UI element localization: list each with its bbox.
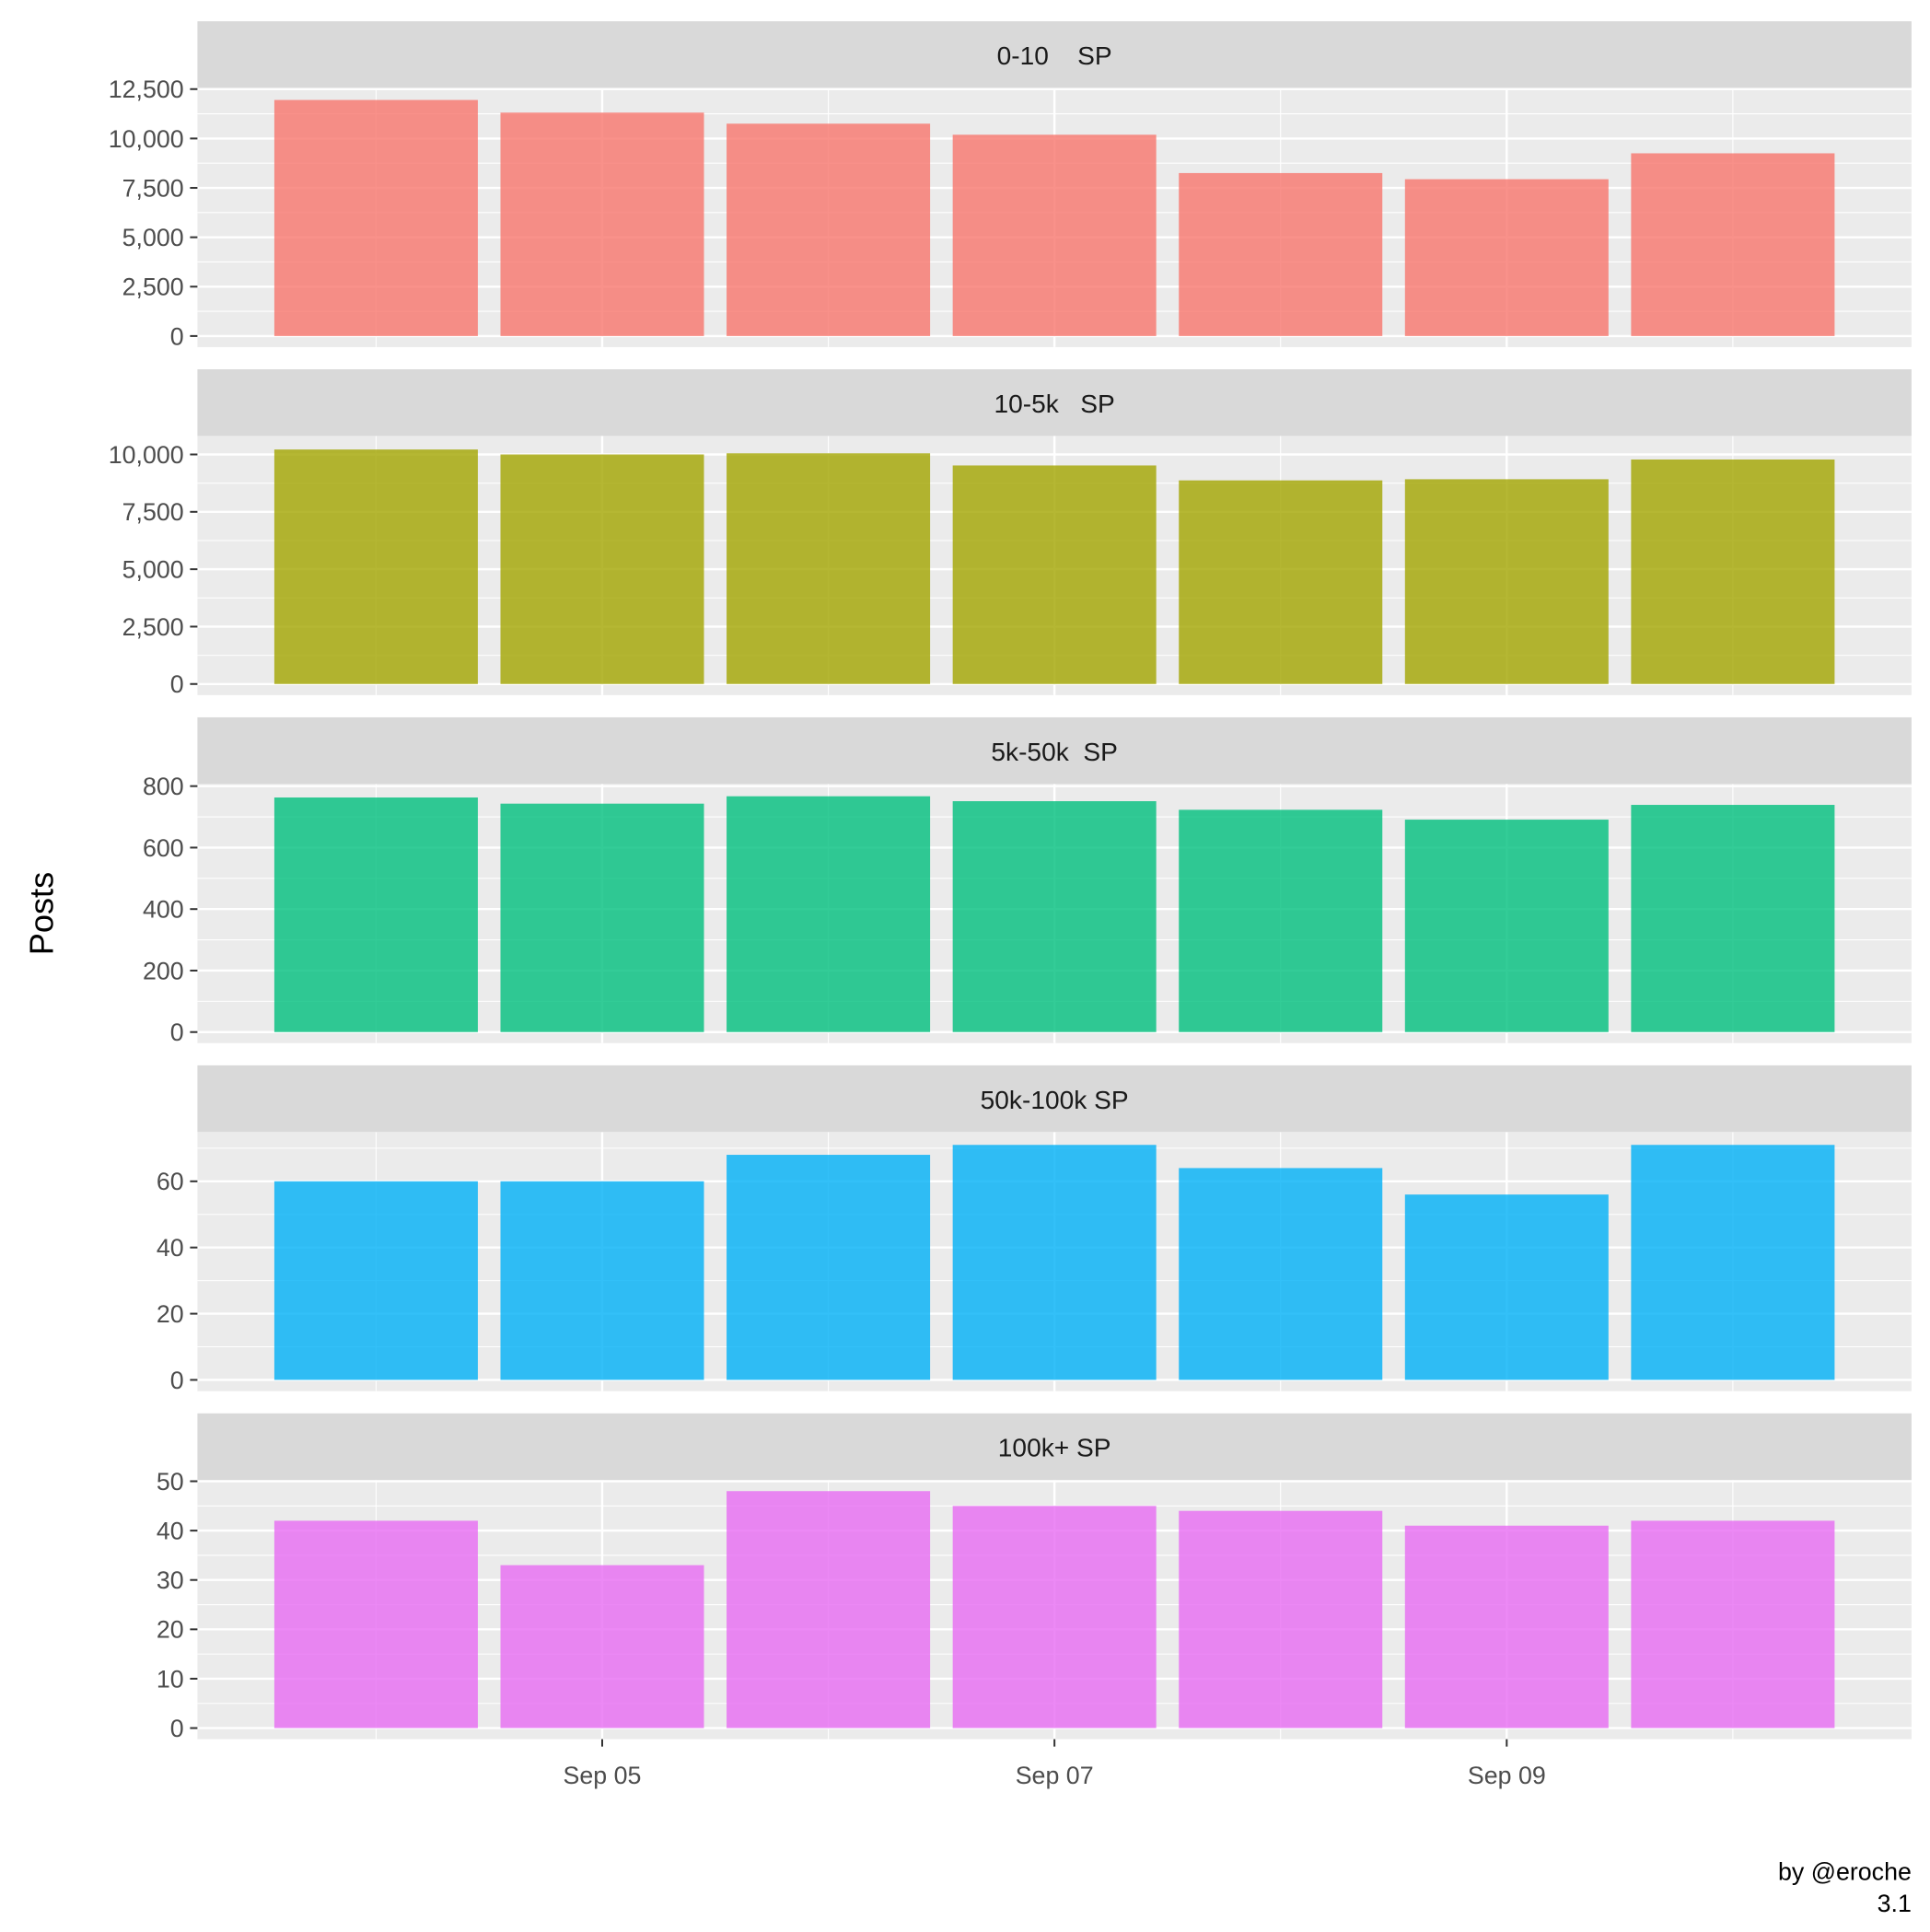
caption-line-1: by @eroche bbox=[1778, 1857, 1912, 1885]
bar bbox=[273, 99, 478, 336]
facet-panel: 0 2,500 5,000 7,500 10,000 10-5k SP bbox=[109, 369, 1912, 698]
bar bbox=[1179, 809, 1383, 1032]
y-tick-label: 10,000 bbox=[109, 441, 184, 469]
x-tick-label: Sep 07 bbox=[1016, 1762, 1094, 1789]
bar bbox=[952, 801, 1157, 1032]
bar bbox=[273, 797, 478, 1032]
y-tick-label: 10 bbox=[157, 1665, 184, 1693]
facet-strip bbox=[197, 1065, 1912, 1133]
bar bbox=[273, 449, 478, 684]
bar bbox=[1404, 1525, 1609, 1728]
facet-panel: 0 20 40 60 50k-100k SP bbox=[157, 1065, 1912, 1394]
y-tick-label: 800 bbox=[143, 773, 184, 800]
bar bbox=[1179, 480, 1383, 684]
bar bbox=[1404, 179, 1609, 336]
bar bbox=[952, 1145, 1157, 1380]
y-tick-label: 5,000 bbox=[122, 556, 184, 584]
facet-panel: 0 10 20 30 40 50 100k+ SP bbox=[157, 1413, 1912, 1742]
bar bbox=[500, 1181, 704, 1380]
x-tick-label: Sep 05 bbox=[564, 1762, 642, 1789]
y-tick-label: 0 bbox=[170, 670, 184, 698]
bar bbox=[500, 803, 704, 1032]
y-tick-label: 40 bbox=[157, 1518, 184, 1545]
bar bbox=[1404, 1194, 1609, 1380]
y-tick-label: 10,000 bbox=[109, 125, 184, 153]
y-tick-label: 400 bbox=[143, 896, 184, 924]
bar bbox=[727, 1155, 931, 1380]
bar bbox=[1404, 820, 1609, 1032]
y-tick-label: 12,500 bbox=[109, 76, 184, 103]
bar bbox=[1631, 1520, 1835, 1728]
facet-strip bbox=[197, 1413, 1912, 1481]
bar bbox=[1631, 153, 1835, 336]
facet-panel: 0 2,500 5,000 7,500 10,000 12,500 0-10 SP bbox=[109, 21, 1912, 350]
y-tick-label: 7,500 bbox=[122, 174, 184, 202]
facet-strip bbox=[197, 369, 1912, 436]
bar bbox=[952, 1506, 1157, 1728]
y-tick-label: 2,500 bbox=[122, 613, 184, 641]
y-axis-label: Posts bbox=[23, 872, 61, 955]
y-tick-label: 60 bbox=[157, 1168, 184, 1195]
bar bbox=[1179, 1168, 1383, 1380]
bar bbox=[727, 453, 931, 684]
bar bbox=[1631, 805, 1835, 1032]
y-tick-label: 0 bbox=[170, 322, 184, 350]
y-tick-label: 2,500 bbox=[122, 274, 184, 301]
facet-title: 0-10 SP bbox=[997, 41, 1112, 70]
bar bbox=[273, 1181, 478, 1380]
bar bbox=[273, 1520, 478, 1728]
bar bbox=[500, 112, 704, 336]
facet-panel: 0 200 400 600 800 5k-50k SP bbox=[143, 716, 1912, 1046]
bar bbox=[500, 1565, 704, 1728]
y-tick-label: 20 bbox=[157, 1300, 184, 1328]
bar bbox=[500, 454, 704, 684]
bar bbox=[952, 134, 1157, 336]
bar bbox=[1179, 1510, 1383, 1728]
bar bbox=[727, 1491, 931, 1728]
facet-title: 100k+ SP bbox=[998, 1434, 1111, 1462]
bar bbox=[727, 796, 931, 1032]
y-tick-label: 40 bbox=[157, 1234, 184, 1262]
caption-line-2: 3.1 bbox=[1878, 1890, 1912, 1917]
y-tick-label: 0 bbox=[170, 1367, 184, 1394]
x-tick-label: Sep 09 bbox=[1468, 1762, 1546, 1789]
facet-strip bbox=[197, 21, 1912, 88]
y-tick-label: 0 bbox=[170, 1018, 184, 1046]
bar bbox=[1179, 172, 1383, 336]
bar bbox=[1631, 459, 1835, 684]
facet-title: 50k-100k SP bbox=[981, 1086, 1129, 1114]
y-tick-label: 50 bbox=[157, 1468, 184, 1496]
bar bbox=[1404, 479, 1609, 684]
bar bbox=[1631, 1145, 1835, 1380]
bar bbox=[727, 123, 931, 336]
facet-title: 10-5k SP bbox=[994, 390, 1114, 418]
facet-title: 5k-50k SP bbox=[991, 738, 1118, 766]
y-tick-label: 5,000 bbox=[122, 224, 184, 251]
y-tick-label: 7,500 bbox=[122, 498, 184, 526]
y-tick-label: 200 bbox=[143, 957, 184, 984]
facet-strip bbox=[197, 716, 1912, 785]
y-tick-label: 600 bbox=[143, 834, 184, 862]
y-tick-label: 0 bbox=[170, 1715, 184, 1742]
y-tick-label: 20 bbox=[157, 1616, 184, 1644]
y-tick-label: 30 bbox=[157, 1566, 184, 1594]
bar bbox=[952, 465, 1157, 684]
